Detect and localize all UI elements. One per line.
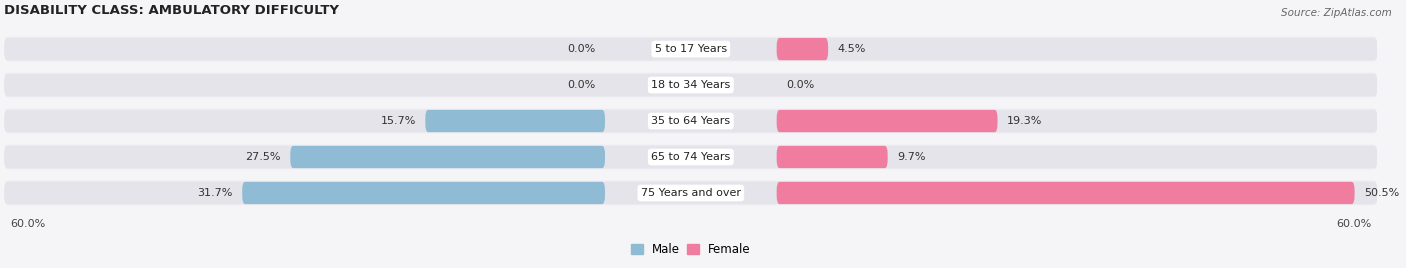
FancyBboxPatch shape bbox=[4, 145, 1378, 169]
FancyBboxPatch shape bbox=[4, 37, 1378, 61]
Text: 9.7%: 9.7% bbox=[897, 152, 925, 162]
Text: 0.0%: 0.0% bbox=[568, 80, 596, 90]
FancyBboxPatch shape bbox=[776, 38, 828, 60]
FancyBboxPatch shape bbox=[4, 110, 1378, 132]
FancyBboxPatch shape bbox=[4, 74, 1378, 96]
Text: 75 Years and over: 75 Years and over bbox=[641, 188, 741, 198]
Text: Source: ZipAtlas.com: Source: ZipAtlas.com bbox=[1281, 8, 1392, 18]
FancyBboxPatch shape bbox=[426, 110, 605, 132]
FancyBboxPatch shape bbox=[4, 181, 1378, 205]
Text: 65 to 74 Years: 65 to 74 Years bbox=[651, 152, 731, 162]
Text: 60.0%: 60.0% bbox=[10, 219, 45, 229]
Text: 31.7%: 31.7% bbox=[198, 188, 233, 198]
FancyBboxPatch shape bbox=[776, 110, 997, 132]
FancyBboxPatch shape bbox=[4, 38, 1378, 60]
Text: 35 to 64 Years: 35 to 64 Years bbox=[651, 116, 730, 126]
Text: 0.0%: 0.0% bbox=[786, 80, 814, 90]
FancyBboxPatch shape bbox=[4, 109, 1378, 133]
Text: 50.5%: 50.5% bbox=[1364, 188, 1399, 198]
FancyBboxPatch shape bbox=[4, 146, 1378, 168]
FancyBboxPatch shape bbox=[776, 182, 1354, 204]
Text: 5 to 17 Years: 5 to 17 Years bbox=[655, 44, 727, 54]
FancyBboxPatch shape bbox=[4, 73, 1378, 97]
Text: DISABILITY CLASS: AMBULATORY DIFFICULTY: DISABILITY CLASS: AMBULATORY DIFFICULTY bbox=[4, 4, 339, 17]
Text: 19.3%: 19.3% bbox=[1007, 116, 1042, 126]
Text: 4.5%: 4.5% bbox=[838, 44, 866, 54]
FancyBboxPatch shape bbox=[4, 182, 1378, 204]
FancyBboxPatch shape bbox=[242, 182, 605, 204]
Text: 15.7%: 15.7% bbox=[381, 116, 416, 126]
Text: 27.5%: 27.5% bbox=[246, 152, 281, 162]
Text: 0.0%: 0.0% bbox=[568, 44, 596, 54]
FancyBboxPatch shape bbox=[290, 146, 605, 168]
FancyBboxPatch shape bbox=[776, 146, 887, 168]
Text: 60.0%: 60.0% bbox=[1337, 219, 1372, 229]
Text: 18 to 34 Years: 18 to 34 Years bbox=[651, 80, 731, 90]
Legend: Male, Female: Male, Female bbox=[626, 238, 755, 261]
